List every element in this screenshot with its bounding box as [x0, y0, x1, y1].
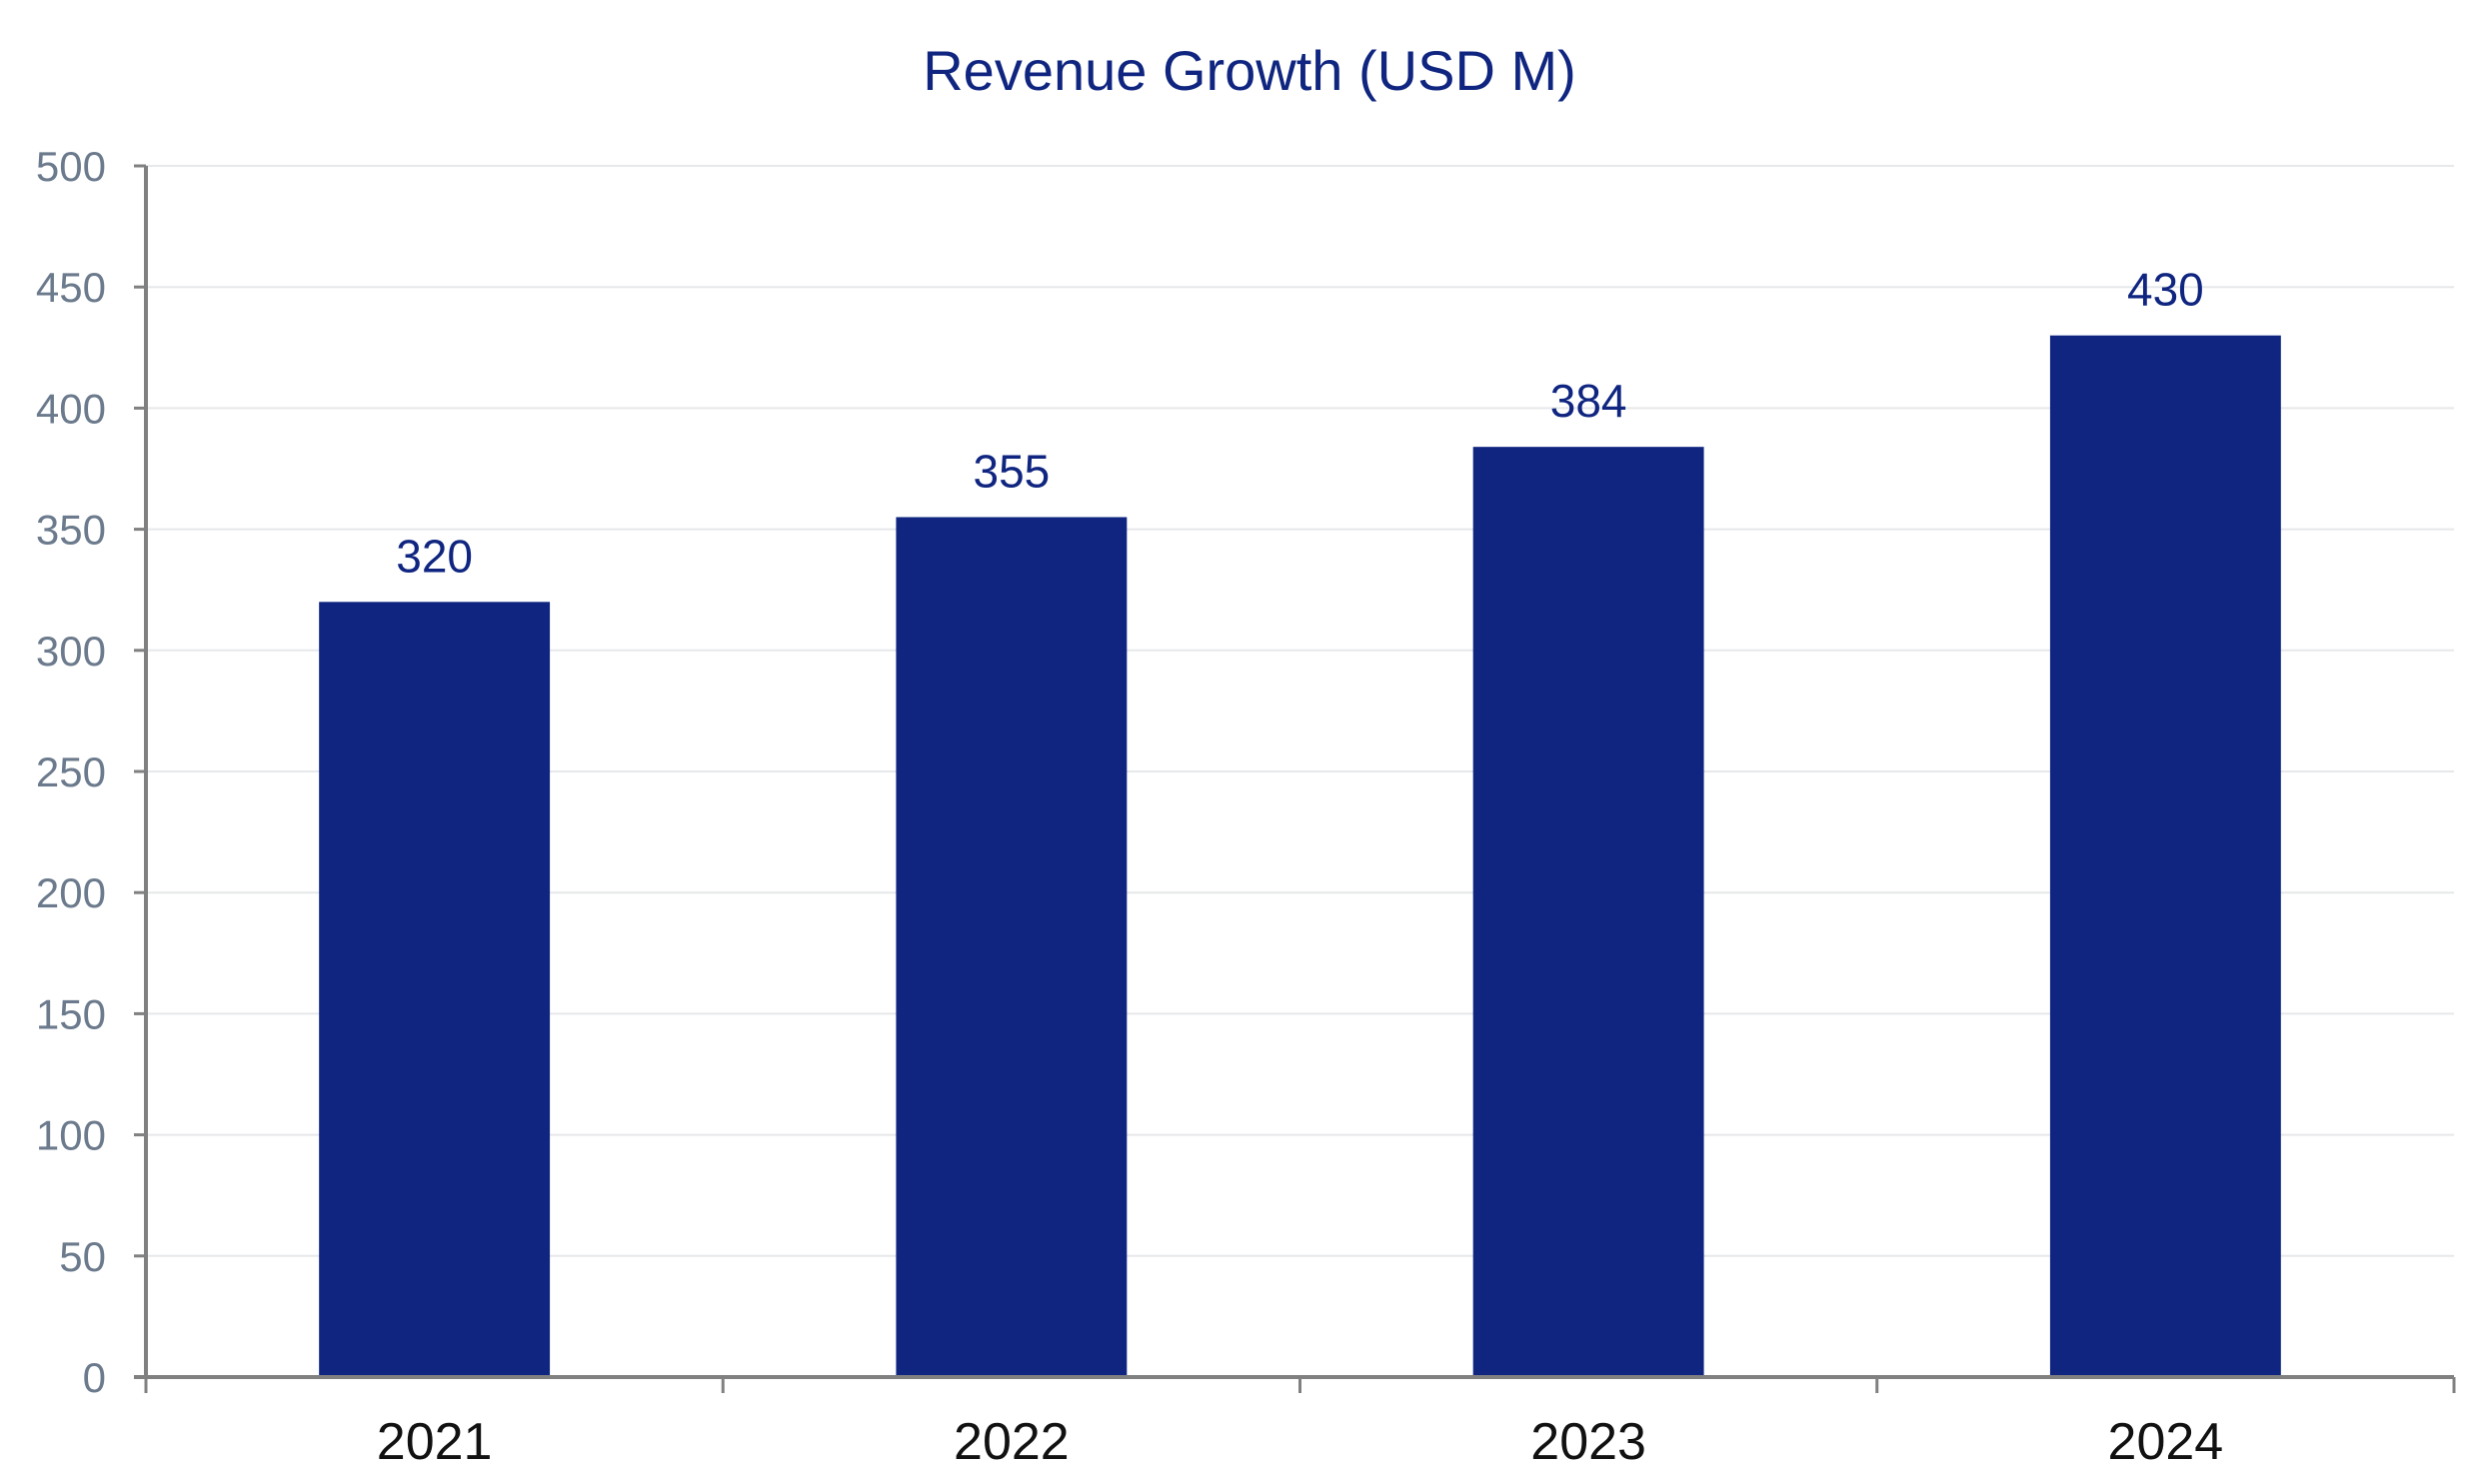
bar-2022: [896, 517, 1128, 1377]
y-tick-label: 350: [36, 507, 106, 554]
labels: 0 50 100 150 200 250 300 350 400 450 500 320 2021 355…: [36, 143, 2223, 1471]
y-tick-label: 250: [36, 748, 106, 795]
x-tick-label-2022: 2022: [954, 1413, 1070, 1471]
bar-2021: [319, 602, 551, 1377]
data-label-2022: 355: [974, 445, 1051, 497]
x-tick-label-2024: 2024: [2108, 1413, 2224, 1471]
bar-2023: [1472, 447, 1704, 1378]
x-tick-label-2023: 2023: [1530, 1413, 1646, 1471]
x-tick-label-2021: 2021: [377, 1413, 493, 1471]
data-label-2024: 430: [2127, 264, 2204, 316]
y-tick-label: 500: [36, 143, 106, 190]
y-tick-label: 0: [83, 1354, 106, 1401]
y-tick-label: 400: [36, 385, 106, 432]
bar-2024: [2049, 335, 2281, 1378]
y-tick-label: 300: [36, 628, 106, 675]
axes: [134, 164, 2456, 1393]
data-label-2023: 384: [1550, 375, 1627, 427]
y-tick-label: 100: [36, 1112, 106, 1159]
y-tick-label: 150: [36, 990, 106, 1037]
data-label-2021: 320: [396, 530, 473, 582]
y-tick-label: 50: [59, 1233, 106, 1280]
chart-title: Revenue Growth (USD M): [923, 39, 1576, 102]
y-tick-label: 450: [36, 264, 106, 311]
bars: [319, 335, 2281, 1378]
y-tick-label: 200: [36, 869, 106, 916]
